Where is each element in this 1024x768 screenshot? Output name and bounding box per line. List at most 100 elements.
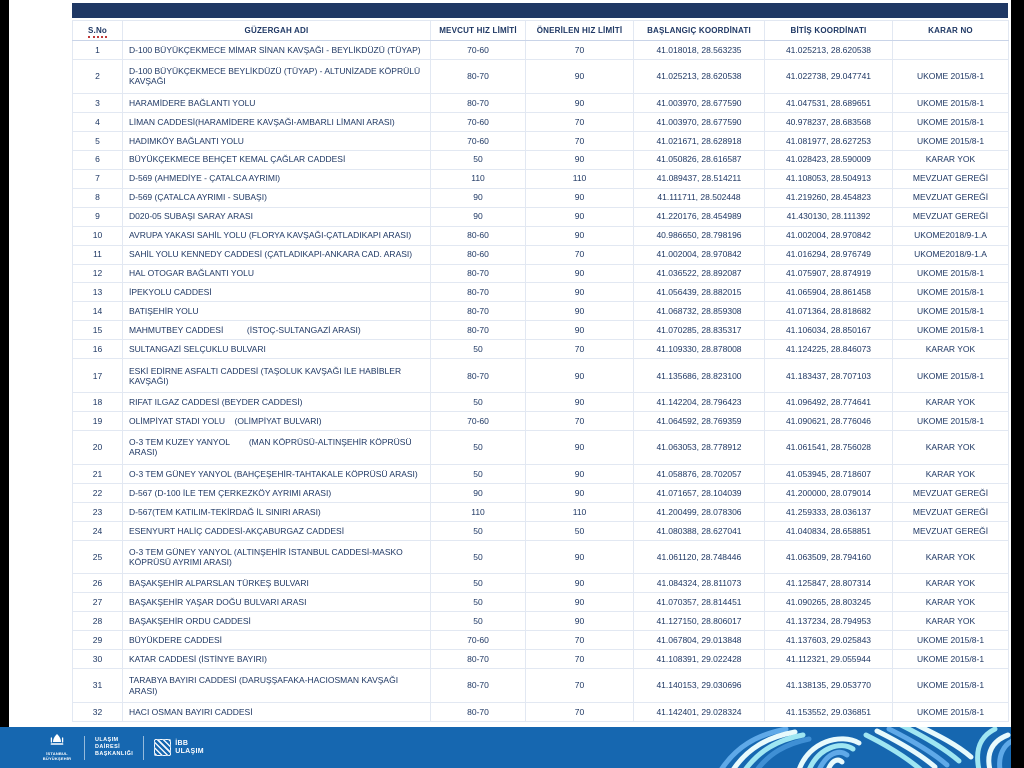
end-coord-cell: 41.061541, 28.756028 <box>764 430 893 465</box>
table-row: 16 SULTANGAZİ SELÇUKLU BULVARI 50 70 41.1093… <box>72 339 1009 360</box>
start-coord-cell: 41.142401, 29.028324 <box>633 701 765 723</box>
sno-cell: 24 <box>72 520 123 541</box>
current-limit-cell: 70-60 <box>430 630 526 651</box>
sno-cell: 19 <box>72 411 123 432</box>
route-cell: O-3 TEM GÜNEY YANYOL (BAHÇEŞEHİR-TAHTAKA… <box>122 463 431 484</box>
decision-cell: KARAR YOK <box>892 392 1009 413</box>
decision-cell: KARAR YOK <box>892 592 1009 613</box>
current-limit-cell: 70-60 <box>430 111 526 132</box>
start-coord-cell: 41.111711, 28.502448 <box>633 187 765 208</box>
sno-cell: 5 <box>72 130 123 151</box>
table-row: 22 D-567 (D-100 İLE TEM ÇERKEZKÖY AYRIMI … <box>72 482 1009 503</box>
proposed-limit-cell: 90 <box>525 206 634 227</box>
brand-line: İBB <box>175 740 189 748</box>
route-cell: AVRUPA YAKASI SAHİL YOLU (FLORYA KAVŞAĞI… <box>122 225 431 246</box>
start-coord-cell: 41.089437, 28.514211 <box>633 168 765 189</box>
decision-cell: KARAR YOK <box>892 149 1009 170</box>
proposed-limit-cell: 90 <box>525 430 634 465</box>
start-coord-cell: 41.067804, 29.013848 <box>633 630 765 651</box>
proposed-limit-cell: 70 <box>525 411 634 432</box>
table-row: 12 HAL OTOGAR BAĞLANTI YOLU 80-70 90 41.0365… <box>72 263 1009 284</box>
end-coord-cell: 41.053945, 28.718607 <box>764 463 893 484</box>
sno-cell: 25 <box>72 539 123 575</box>
table-row: 9 D020-05 SUBAŞI SARAY ARASI 90 90 41.220176… <box>72 206 1009 227</box>
current-limit-cell: 50 <box>430 392 526 413</box>
decision-cell: UKOME 2015/8-1 <box>892 111 1009 132</box>
current-limit-cell: 90 <box>430 206 526 227</box>
route-cell: D-100 BÜYÜKÇEKMECE BEYLİKDÜZÜ (TÜYAP) - … <box>122 58 431 94</box>
current-limit-cell: 80-70 <box>430 282 526 303</box>
current-limit-cell: 110 <box>430 501 526 522</box>
current-limit-cell: 70-60 <box>430 40 526 60</box>
proposed-limit-cell: 90 <box>525 611 634 632</box>
proposed-limit-cell: 90 <box>525 225 634 246</box>
end-coord-cell: 41.138135, 29.053770 <box>764 668 893 703</box>
start-coord-cell: 41.002004, 28.970842 <box>633 244 765 265</box>
proposed-limit-cell: 90 <box>525 592 634 613</box>
end-coord-cell: 41.071364, 28.818682 <box>764 301 893 322</box>
ibb-municipality-logo: İSTANBUL BÜYÜKŞEHİR <box>40 733 74 762</box>
end-coord-cell: 41.096492, 28.774641 <box>764 392 893 413</box>
decision-cell: UKOME 2015/8-1 <box>892 320 1009 341</box>
decision-cell: KARAR YOK <box>892 430 1009 465</box>
table-row: 7 D-569 (AHMEDİYE - ÇATALCA AYRIMI) 110 110… <box>72 168 1009 189</box>
decision-cell: UKOME2018/9-1.A <box>892 244 1009 265</box>
table-row: 18 RIFAT ILGAZ CADDESİ (BEYDER CADDESİ) 50… <box>72 392 1009 413</box>
end-coord-cell: 41.153552, 29.036851 <box>764 701 893 723</box>
table-row: 25 O-3 TEM GÜNEY YANYOL (ALTINŞEHİR İSTAN… <box>72 539 1009 575</box>
start-coord-cell: 41.050826, 28.616587 <box>633 149 765 170</box>
department-line: BAŞKANLIĞI <box>95 751 134 758</box>
start-coord-cell: 41.058876, 28.702057 <box>633 463 765 484</box>
route-cell: BÜYÜKÇEKMECE BEHÇET KEMAL ÇAĞLAR CADDESİ <box>122 149 431 170</box>
column-header: MEVCUT HIZ LİMİTİ <box>430 20 526 41</box>
route-cell: D-569 (ÇATALCA AYRIMI - SUBAŞI) <box>122 187 431 208</box>
decision-cell: UKOME 2015/8-1 <box>892 58 1009 94</box>
route-cell: LİMAN CADDESİ(HARAMİDERE KAVŞAĞI-AMBARLI… <box>122 111 431 132</box>
decision-cell: UKOME 2015/8-1 <box>892 92 1009 113</box>
route-cell: KATAR CADDESİ (İSTİNYE BAYIRI) <box>122 649 431 670</box>
sno-cell: 4 <box>72 111 123 132</box>
department-line: DAİRESİ <box>95 743 121 750</box>
end-coord-cell: 41.047531, 28.689651 <box>764 92 893 113</box>
start-coord-cell: 41.071657, 28.104039 <box>633 482 765 503</box>
end-coord-cell: 41.106034, 28.850167 <box>764 320 893 341</box>
decision-cell: MEVZUAT GEREĞİ <box>892 187 1009 208</box>
proposed-limit-cell: 90 <box>525 358 634 394</box>
decision-cell: UKOME 2015/8-1 <box>892 358 1009 394</box>
start-coord-cell: 41.061120, 28.748446 <box>633 539 765 575</box>
column-header: KARAR NO <box>892 20 1009 41</box>
table-row: 1 D-100 BÜYÜKÇEKMECE MİMAR SİNAN KAVŞAĞI … <box>72 40 1009 60</box>
current-limit-cell: 50 <box>430 592 526 613</box>
start-coord-cell: 41.109330, 28.878008 <box>633 339 765 360</box>
current-limit-cell: 50 <box>430 520 526 541</box>
route-cell: HADIMKÖY BAĞLANTI YOLU <box>122 130 431 151</box>
proposed-limit-cell: 70 <box>525 130 634 151</box>
table-row: 11 SAHİL YOLU KENNEDY CADDESİ (ÇATLADIKAP… <box>72 244 1009 265</box>
start-coord-cell: 41.018018, 28.563235 <box>633 40 765 60</box>
sno-cell: 32 <box>72 701 123 723</box>
decision-cell: UKOME 2015/8-1 <box>892 301 1009 322</box>
sno-cell: 8 <box>72 187 123 208</box>
start-coord-cell: 41.084324, 28.811073 <box>633 573 765 594</box>
route-cell: O-3 TEM KUZEY YANYOL (MAN KÖPRÜSÜ-ALTINŞ… <box>122 430 431 465</box>
end-coord-cell: 41.065904, 28.861458 <box>764 282 893 303</box>
proposed-limit-cell: 110 <box>525 168 634 189</box>
table-row: 14 BATIŞEHİR YOLU 80-70 90 41.068732, 28.859… <box>72 301 1009 322</box>
sno-cell: 26 <box>72 573 123 594</box>
right-black-edge <box>1011 0 1024 768</box>
end-coord-cell: 41.002004, 28.970842 <box>764 225 893 246</box>
route-cell: RIFAT ILGAZ CADDESİ (BEYDER CADDESİ) <box>122 392 431 413</box>
ulasim-pattern-icon <box>154 739 172 756</box>
route-cell: HARAMİDERE BAĞLANTI YOLU <box>122 92 431 113</box>
proposed-limit-cell: 70 <box>525 339 634 360</box>
end-coord-cell: 41.063509, 28.794160 <box>764 539 893 575</box>
column-header: BAŞLANGIÇ KOORDİNATI <box>633 20 765 41</box>
start-coord-cell: 41.064592, 28.769359 <box>633 411 765 432</box>
start-coord-cell: 41.135686, 28.823100 <box>633 358 765 394</box>
decision-cell: UKOME 2015/8-1 <box>892 411 1009 432</box>
sno-cell: 18 <box>72 392 123 413</box>
table-header-row: S.No GÜZERGAH ADI MEVCUT HIZ LİMİTİ ÖNERİLE… <box>72 20 1009 41</box>
column-header: BİTİŞ KOORDİNATI <box>764 20 893 41</box>
column-header: S.No <box>72 20 123 41</box>
proposed-limit-cell: 90 <box>525 282 634 303</box>
